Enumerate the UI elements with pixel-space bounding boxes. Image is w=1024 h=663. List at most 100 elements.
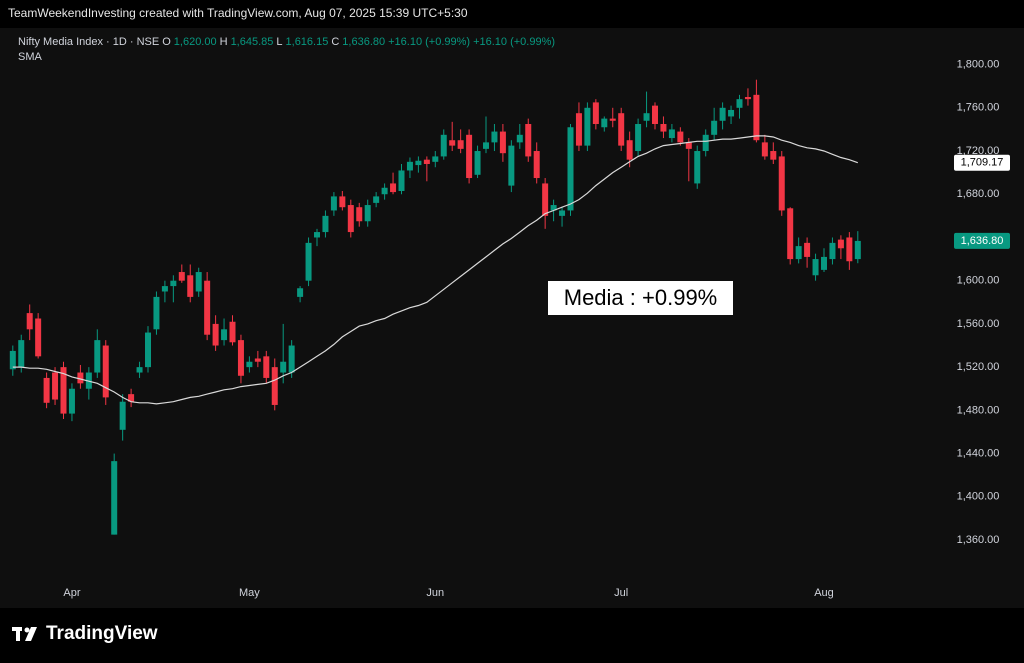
candle-body xyxy=(60,367,67,414)
legend-value: 1,636.80 xyxy=(342,36,386,48)
candle-body xyxy=(356,207,363,222)
candle-body xyxy=(406,161,413,171)
candle-body xyxy=(229,321,236,343)
candle-body xyxy=(575,113,582,146)
candle-body xyxy=(297,288,304,297)
y-tick-label: 1,560.00 xyxy=(957,318,1000,330)
candle-body xyxy=(440,134,447,157)
candle-body xyxy=(330,196,337,211)
candle-body xyxy=(390,183,397,193)
candle-body xyxy=(102,345,109,398)
legend-key: C xyxy=(331,36,340,48)
candle-body xyxy=(635,124,642,152)
candle-body xyxy=(542,183,549,216)
candle-body xyxy=(550,205,557,211)
candle-body xyxy=(52,372,59,400)
y-tick-label: 1,720.00 xyxy=(957,145,1000,157)
x-tick-label: Jul xyxy=(614,587,628,599)
sma-line xyxy=(12,135,858,405)
candle-body xyxy=(398,170,405,192)
candle-body xyxy=(364,205,371,222)
candle-body xyxy=(322,215,329,233)
candle-body xyxy=(728,109,735,117)
candle-body xyxy=(618,113,625,146)
candle-body xyxy=(178,272,185,281)
candle-body xyxy=(778,156,785,211)
candle-body xyxy=(753,94,760,141)
candle-body xyxy=(483,142,489,149)
candle-body xyxy=(711,120,718,135)
branding: TradingView xyxy=(46,623,158,644)
candle-body xyxy=(271,367,278,405)
candle-body xyxy=(466,134,473,179)
candle-body xyxy=(677,131,684,143)
candle-body xyxy=(339,196,346,208)
candle-body xyxy=(668,129,675,139)
candle-body xyxy=(145,332,151,368)
candle-body xyxy=(787,208,794,260)
candle-body xyxy=(829,242,836,260)
candle-body xyxy=(685,142,692,149)
candle-body xyxy=(854,240,861,260)
x-tick-label: May xyxy=(239,587,260,599)
legend-change: +16.10 (+0.99%) xyxy=(388,36,471,48)
candle-body xyxy=(9,350,16,370)
legend-value: 1,616.15 xyxy=(285,36,329,48)
candle-body xyxy=(347,205,354,233)
candle-body xyxy=(449,140,456,146)
candle-body xyxy=(601,118,608,128)
candle-body xyxy=(626,140,633,160)
candle-body xyxy=(18,340,25,368)
y-tick-label: 1,440.00 xyxy=(957,447,1000,459)
symbol: Nifty Media Index · 1D · NSE xyxy=(18,36,160,48)
candle-body xyxy=(94,340,101,373)
candle-body xyxy=(221,329,228,341)
candle-body xyxy=(35,318,42,357)
candle-body xyxy=(837,239,844,249)
candle-body xyxy=(457,140,464,149)
candle-body xyxy=(305,242,312,281)
candle-body xyxy=(26,313,33,330)
candle-body xyxy=(212,323,219,346)
x-tick-label: Aug xyxy=(814,587,834,599)
sma-price-box xyxy=(954,154,1010,171)
candle-body xyxy=(525,124,532,157)
candle-body xyxy=(381,187,388,195)
candle-body xyxy=(652,105,658,125)
candle-body xyxy=(415,160,422,166)
candle-body xyxy=(694,151,701,184)
candle-body xyxy=(373,196,380,203)
candle-body xyxy=(770,151,777,160)
candle-body xyxy=(533,151,540,179)
candle-body xyxy=(660,124,667,132)
candle-body xyxy=(804,242,811,257)
y-tick-label: 1,480.00 xyxy=(957,404,1000,416)
legend-row: SMA xyxy=(18,50,558,65)
candle-body xyxy=(195,272,202,292)
y-tick-label: 1,800.00 xyxy=(957,58,1000,70)
candle-body xyxy=(474,151,481,175)
candle-body xyxy=(821,256,827,270)
candle-body xyxy=(136,367,143,373)
chart-background xyxy=(0,28,1024,608)
x-tick-label: Apr xyxy=(63,587,80,599)
candle-body xyxy=(744,96,751,100)
candle-body xyxy=(254,358,261,362)
sma-price-label: 1,709.17 xyxy=(961,157,1004,169)
candle-body xyxy=(491,131,498,143)
candle-body xyxy=(499,131,506,154)
legend-value: 1,645.85 xyxy=(230,36,274,48)
candle-body xyxy=(237,340,244,376)
candle-body xyxy=(508,145,515,186)
sma-label: SMA xyxy=(18,51,42,63)
last-price-box xyxy=(954,232,1010,249)
candle-body xyxy=(559,210,566,216)
candle-body xyxy=(736,99,743,108)
candle-body xyxy=(423,159,430,164)
candle-body xyxy=(643,113,650,121)
tradingview-icon xyxy=(12,627,37,641)
y-tick-label: 1,680.00 xyxy=(957,188,1000,200)
candle-body xyxy=(432,156,439,162)
legend-value: 1,620.00 xyxy=(173,36,217,48)
